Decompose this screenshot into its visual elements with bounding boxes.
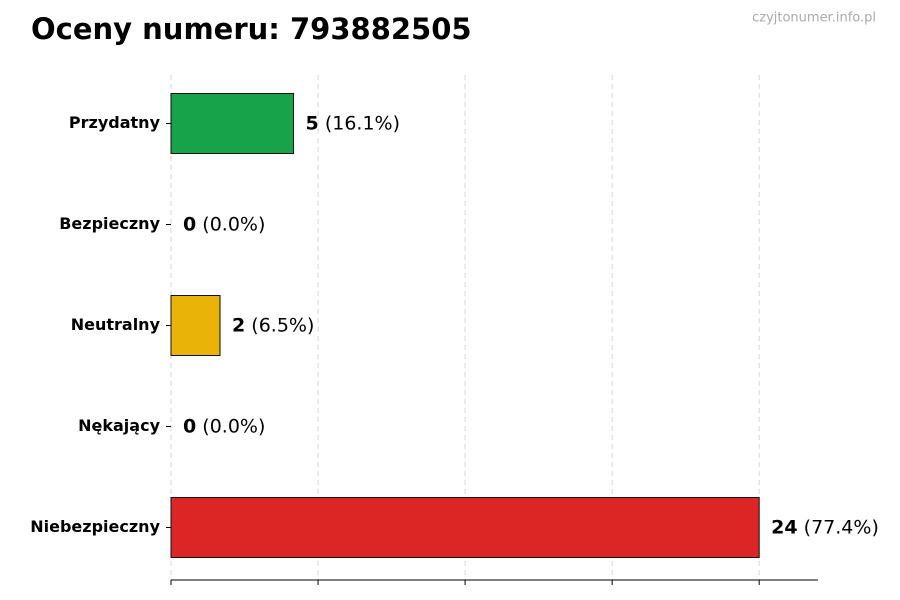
percent-label: (0.0%) [202,415,265,437]
bar-label: 5 (16.1%) [306,112,400,134]
chart-title: Oceny numeru: 793882505 [31,12,472,46]
count-label: 0 [183,415,196,437]
percent-label: (16.1%) [325,112,400,134]
count-label: 5 [306,112,319,134]
percent-label: (77.4%) [804,516,879,538]
bar [170,93,295,154]
percent-label: (6.5%) [251,314,314,336]
bar [170,295,221,356]
bar-label: 0 (0.0%) [183,415,265,437]
bar-label: 24 (77.4%) [771,516,879,538]
y-tick-label: Neutralny [71,315,161,334]
bar-label: 0 (0.0%) [183,213,265,235]
count-label: 2 [232,314,245,336]
count-label: 0 [183,213,196,235]
count-label: 24 [771,516,797,538]
y-tick-label: Nękający [78,416,160,435]
bar [170,497,760,558]
y-tick-label: Niebezpieczny [30,517,160,536]
percent-label: (0.0%) [202,213,265,235]
bar-label: 2 (6.5%) [232,314,314,336]
y-tick-label: Bezpieczny [59,214,160,233]
y-tick-label: Przydatny [69,113,161,132]
watermark: czyjtonumer.info.pl [752,11,876,26]
